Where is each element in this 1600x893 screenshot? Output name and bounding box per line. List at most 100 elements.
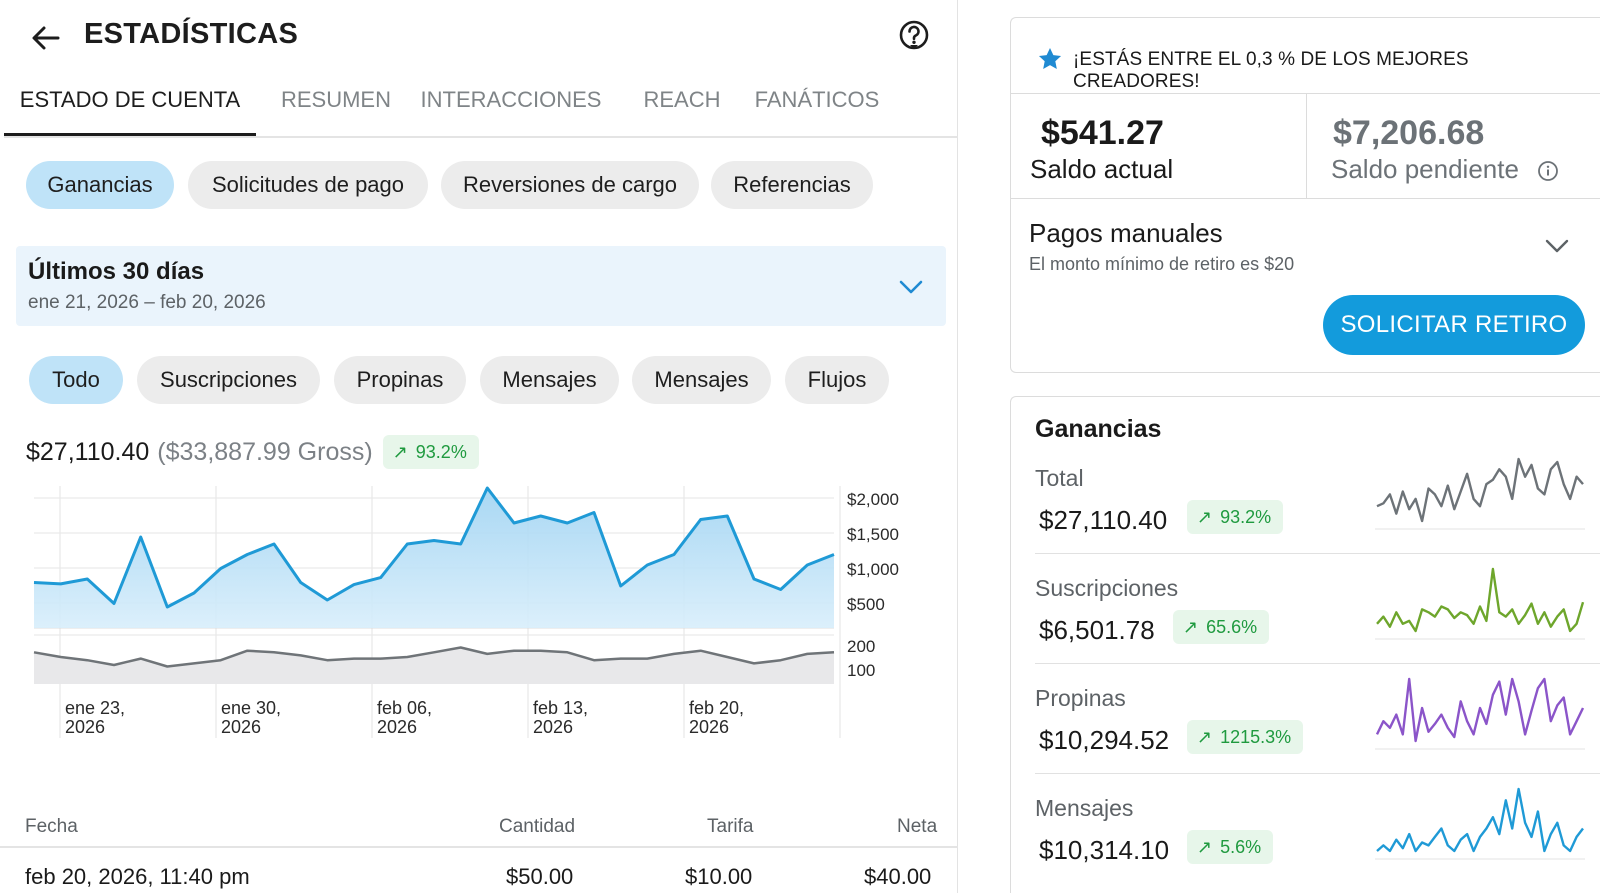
row-net: $40.00 bbox=[864, 864, 932, 889]
change-badge: ↗ 93.2% bbox=[1187, 500, 1284, 534]
change-badge: ↗ 1215.3% bbox=[1187, 720, 1304, 754]
sparkline-path bbox=[1376, 457, 1584, 523]
earnings-title: Ganancias bbox=[1035, 415, 1162, 443]
pending-balance-amount: $7,206.68 bbox=[1333, 114, 1485, 152]
date-range-selector[interactable]: Últimos 30 días ene 21, 2026 – feb 20, 2… bbox=[16, 246, 946, 326]
x-tick-label: ene 23, bbox=[65, 698, 125, 718]
top-creator-banner: ¡ESTÁS ENTRE EL 0,3 % DE LOS MEJORES CRE… bbox=[1011, 18, 1600, 94]
earnings-line bbox=[33, 486, 835, 609]
star-icon bbox=[1037, 46, 1063, 72]
col-neta: Neta bbox=[897, 816, 938, 837]
gross-total: ($33,887.99 Gross) bbox=[157, 437, 373, 466]
change-badge: ↗ 5.6% bbox=[1187, 830, 1274, 864]
row-date: feb 20, 2026, 11:40 pm bbox=[25, 864, 250, 889]
y-tick-label-secondary: 100 bbox=[847, 661, 875, 680]
help-icon[interactable] bbox=[896, 18, 932, 54]
x-tick-label-year: 2026 bbox=[221, 717, 261, 737]
row-fee: $10.00 bbox=[685, 864, 753, 889]
earnings-area bbox=[34, 488, 834, 628]
chip-flujos[interactable]: Flujos bbox=[785, 356, 889, 404]
chip-mensajes-2[interactable]: Mensajes bbox=[632, 356, 771, 404]
x-tick-label-year: 2026 bbox=[689, 717, 729, 737]
metric-name: Suscripciones bbox=[1035, 575, 1179, 601]
chip-suscripciones[interactable]: Suscripciones bbox=[137, 356, 320, 404]
y-tick-label: $1,000 bbox=[847, 560, 899, 579]
divider bbox=[1035, 773, 1600, 774]
chip-referencias[interactable]: Referencias bbox=[711, 161, 873, 209]
trend-up-icon: ↗ bbox=[1197, 836, 1213, 857]
chip-mensajes[interactable]: Mensajes bbox=[480, 356, 619, 404]
pending-balance-label: Saldo pendiente bbox=[1331, 154, 1519, 184]
metric-name: Mensajes bbox=[1035, 795, 1134, 821]
x-tick-label-year: 2026 bbox=[533, 717, 573, 737]
chip-ganancias[interactable]: Ganancias bbox=[26, 161, 174, 209]
sparkline bbox=[1375, 457, 1585, 530]
sparkline bbox=[1375, 567, 1585, 640]
tab-reach[interactable]: REACH bbox=[643, 87, 721, 112]
net-total: $27,110.40 bbox=[26, 437, 150, 466]
change-value: 5.6% bbox=[1220, 836, 1262, 857]
statements-panel: ESTADÍSTICAS ESTADO DE CUENTA RESUMEN IN… bbox=[0, 0, 958, 893]
change-value: 1215.3% bbox=[1220, 726, 1292, 747]
metric-value: $10,314.10 bbox=[1039, 835, 1170, 865]
trend-up-icon: ↗ bbox=[1197, 506, 1213, 527]
col-cantidad: Cantidad bbox=[499, 816, 576, 837]
top-bar: ESTADÍSTICAS bbox=[0, 0, 958, 70]
stats-tabs: ESTADO DE CUENTA RESUMEN INTERACCIONES R… bbox=[4, 76, 958, 138]
col-tarifa: Tarifa bbox=[707, 816, 754, 837]
chip-todo[interactable]: Todo bbox=[29, 356, 123, 404]
balance-card: ¡ESTÁS ENTRE EL 0,3 % DE LOS MEJORES CRE… bbox=[1010, 17, 1600, 373]
sparkline-path bbox=[1376, 787, 1584, 853]
x-tick-label: feb 20, bbox=[689, 698, 744, 718]
sparkline-path bbox=[1376, 567, 1585, 633]
y-tick-label: $1,500 bbox=[847, 525, 899, 544]
x-tick-label: feb 13, bbox=[533, 698, 588, 718]
earnings-card: Ganancias Total $27,110.40 ↗ 93.2% Suscri… bbox=[1010, 396, 1600, 893]
change-value: 93.2% bbox=[1220, 506, 1272, 527]
change-value: 65.6% bbox=[1206, 616, 1258, 637]
y-tick-label: $2,000 bbox=[847, 490, 899, 509]
metric-value: $27,110.40 bbox=[1039, 505, 1168, 535]
trend-up-icon: ↗ bbox=[392, 441, 408, 462]
date-range-dates: ene 21, 2026 – feb 20, 2026 bbox=[28, 292, 266, 313]
tab-estado-de-cuenta[interactable]: ESTADO DE CUENTA bbox=[19, 87, 241, 112]
x-tick-label: feb 06, bbox=[377, 698, 432, 718]
current-balance-label: Saldo actual bbox=[1030, 154, 1174, 184]
active-tab-indicator bbox=[4, 133, 256, 136]
metric-suscripciones[interactable]: Suscripciones $6,501.78 ↗ 65.6% bbox=[1035, 563, 1600, 673]
chevron-down-icon bbox=[896, 272, 926, 302]
x-tick-label-year: 2026 bbox=[65, 717, 105, 737]
metric-value: $6,501.78 bbox=[1039, 615, 1155, 645]
secondary-line bbox=[33, 646, 835, 668]
change-value: 93.2% bbox=[415, 441, 467, 462]
y-tick-label: $500 bbox=[847, 595, 885, 614]
row-amount: $50.00 bbox=[506, 864, 574, 889]
metric-total[interactable]: Total $27,110.40 ↗ 93.2% bbox=[1035, 453, 1600, 563]
divider bbox=[1306, 94, 1307, 199]
metric-mensajes[interactable]: Mensajes $10,314.10 ↗ 5.6% bbox=[1035, 783, 1600, 893]
metric-name: Propinas bbox=[1035, 685, 1126, 711]
info-icon[interactable] bbox=[1537, 160, 1559, 182]
balances: $541.27 Saldo actual $7,206.68 Saldo pen… bbox=[1011, 94, 1600, 199]
metric-name: Total bbox=[1035, 465, 1084, 491]
trend-up-icon: ↗ bbox=[1197, 726, 1213, 747]
earnings-summary: $27,110.40 ($33,887.99 Gross) ↗ 93.2% bbox=[26, 434, 479, 470]
divider bbox=[1035, 553, 1600, 554]
chip-propinas[interactable]: Propinas bbox=[334, 356, 466, 404]
manual-payouts-title: Pagos manuales bbox=[1029, 218, 1223, 248]
tab-resumen[interactable]: RESUMEN bbox=[280, 87, 391, 112]
chip-solicitudes-de-pago[interactable]: Solicitudes de pago bbox=[188, 161, 428, 209]
back-arrow-icon[interactable] bbox=[28, 20, 64, 56]
table-row[interactable]: feb 20, 2026, 11:40 pm $50.00 $10.00 $40… bbox=[0, 852, 958, 893]
date-range-title: Últimos 30 días bbox=[28, 258, 205, 285]
metric-propinas[interactable]: Propinas $10,294.52 ↗ 1215.3% bbox=[1035, 673, 1600, 783]
tab-fanaticos[interactable]: FANÁTICOS bbox=[754, 87, 880, 112]
change-badge: ↗ 65.6% bbox=[1173, 610, 1270, 644]
chevron-down-icon[interactable] bbox=[1542, 231, 1572, 261]
page-title: ESTADÍSTICAS bbox=[84, 18, 299, 50]
request-withdrawal-button[interactable]: SOLICITAR RETIRO bbox=[1323, 295, 1585, 355]
sparkline-path bbox=[1375, 677, 1585, 743]
tab-interacciones[interactable]: INTERACCIONES bbox=[420, 87, 602, 112]
chip-reversiones-de-cargo[interactable]: Reversiones de cargo bbox=[441, 161, 699, 209]
